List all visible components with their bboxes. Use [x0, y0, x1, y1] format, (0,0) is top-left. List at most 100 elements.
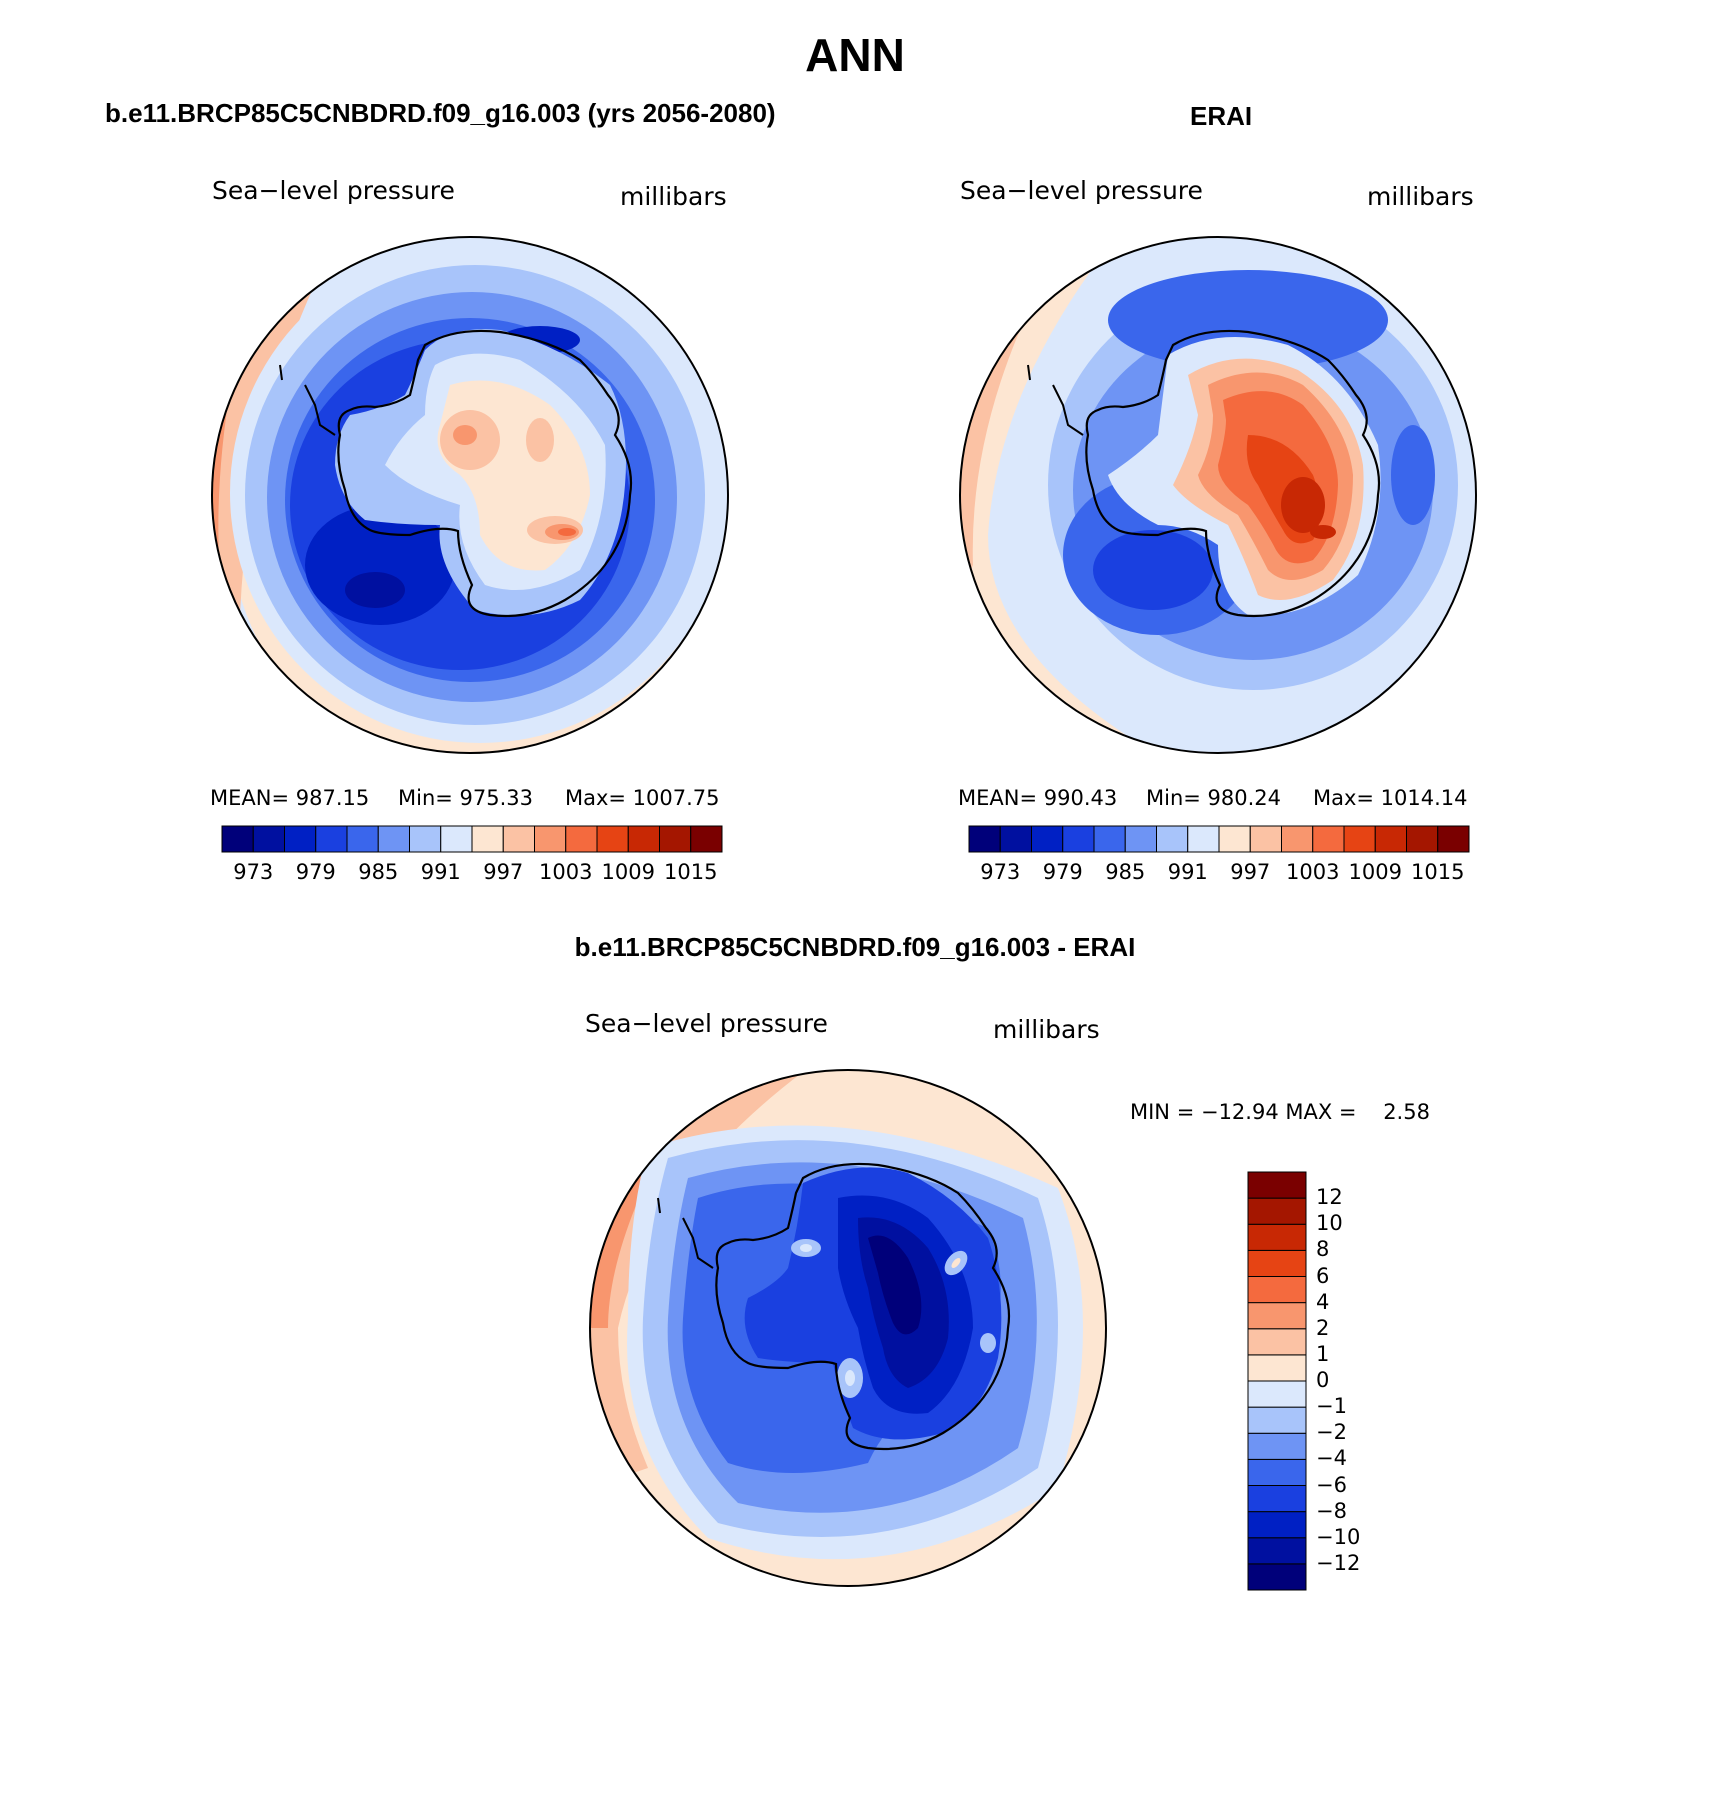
colorbar-tick-label: 1015 [1411, 860, 1465, 884]
colorbar-tick-label: 1015 [664, 860, 718, 884]
colorbar-tick-label: 0 [1316, 1368, 1330, 1392]
colorbar-swatch [1281, 825, 1314, 853]
colorbar-tick-label: 973 [980, 860, 1021, 884]
colorbar-swatch [346, 825, 379, 853]
colorbar-swatch [1247, 1302, 1307, 1330]
colorbar-swatch [1093, 825, 1126, 853]
panel3-min-max: MIN = −12.94 MAX = 2.58 [1130, 1100, 1430, 1124]
panel1-units-label: millibars [620, 182, 727, 211]
panel3-units-label: millibars [993, 1015, 1100, 1044]
colorbar-swatch [1247, 1563, 1307, 1591]
panel2-mean: MEAN= 990.43 [958, 786, 1118, 810]
panel3-title: b.e11.BRCP85C5CNBDRD.f09_g16.003 - ERAI [574, 932, 1136, 962]
colorbar-swatch [999, 825, 1032, 853]
colorbar-tick-label: 1003 [1286, 860, 1340, 884]
colorbar-tick-label: 979 [295, 860, 336, 884]
panel2-polar-map [959, 236, 1477, 754]
colorbar-swatch [1247, 1432, 1307, 1460]
panel1-min: Min= 975.33 [398, 786, 534, 810]
colorbar-swatch [1156, 825, 1189, 853]
colorbar-tick-label: 2 [1316, 1315, 1330, 1340]
panel3-polar-map [589, 1069, 1107, 1587]
panel2-variable-label: Sea−level pressure [960, 176, 1203, 205]
panel2-colorbar-ticks: 973 979 985 991 997 1003 1009 1015 [969, 860, 1469, 890]
panel3-colorbar-ticks: 12 10 8 6 4 2 1 0 −1 −2 −4 −6 −8 −10 −12 [1316, 1172, 1396, 1590]
colorbar-tick-label: −6 [1316, 1472, 1347, 1497]
colorbar-tick-label: 10 [1316, 1211, 1343, 1236]
colorbar-tick-label: −10 [1316, 1524, 1361, 1549]
colorbar-tick-label: 8 [1316, 1237, 1330, 1262]
colorbar-swatch [1062, 825, 1095, 853]
panel1-variable-label: Sea−level pressure [212, 176, 455, 205]
panel3-colorbar [1247, 1171, 1307, 1591]
colorbar-swatch [284, 825, 317, 853]
colorbar-swatch [1247, 1249, 1307, 1277]
panel2-max: Max= 1014.14 [1313, 786, 1468, 810]
colorbar-swatch [534, 825, 567, 853]
colorbar-swatch [502, 825, 535, 853]
colorbar-swatch [315, 825, 348, 853]
colorbar-tick-label: 4 [1316, 1289, 1330, 1314]
colorbar-tick-label: −2 [1316, 1420, 1347, 1445]
colorbar-swatch [1247, 1511, 1307, 1539]
main-title: ANN [805, 29, 905, 81]
colorbar-tick-label: −4 [1316, 1446, 1347, 1471]
colorbar-swatch [1247, 1537, 1307, 1565]
panel2-units-label: millibars [1367, 182, 1474, 211]
colorbar-swatch [1247, 1458, 1307, 1486]
panel3-variable-label: Sea−level pressure [585, 1009, 828, 1038]
colorbar-tick-label: −8 [1316, 1498, 1347, 1523]
colorbar-swatch [1343, 825, 1376, 853]
colorbar-swatch [1247, 1485, 1307, 1513]
panel1-max: Max= 1007.75 [565, 786, 720, 810]
colorbar-swatch [1247, 1328, 1307, 1356]
panel1-colorbar-ticks: 973 979 985 991 997 1003 1009 1015 [222, 860, 722, 890]
colorbar-tick-label: 1009 [601, 860, 655, 884]
colorbar-swatch [1247, 1406, 1307, 1434]
colorbar-swatch [221, 825, 254, 853]
colorbar-tick-label: 991 [1167, 860, 1208, 884]
panel2-min: Min= 980.24 [1146, 786, 1282, 810]
panel1-title: b.e11.BRCP85C5CNBDRD.f09_g16.003 (yrs 20… [105, 98, 776, 128]
colorbar-swatch [565, 825, 598, 853]
colorbar-swatch [596, 825, 629, 853]
colorbar-swatch [1312, 825, 1345, 853]
panel2-title: ERAI [1190, 101, 1253, 131]
colorbar-swatch [1249, 825, 1282, 853]
colorbar-tick-label: 1003 [539, 860, 593, 884]
colorbar-swatch [409, 825, 442, 853]
colorbar-swatch [252, 825, 285, 853]
colorbar-swatch [1437, 825, 1470, 853]
colorbar-tick-label: 6 [1316, 1263, 1330, 1288]
panel2-colorbar [968, 825, 1470, 853]
colorbar-swatch [1247, 1223, 1307, 1251]
colorbar-tick-label: 991 [420, 860, 461, 884]
colorbar-tick-label: 979 [1042, 860, 1083, 884]
colorbar-tick-label: 973 [233, 860, 274, 884]
colorbar-swatch [1247, 1197, 1307, 1225]
colorbar-swatch [1247, 1380, 1307, 1408]
colorbar-swatch [659, 825, 692, 853]
colorbar-tick-label: 1009 [1348, 860, 1402, 884]
colorbar-swatch [1247, 1276, 1307, 1304]
colorbar-tick-label: 12 [1316, 1185, 1343, 1210]
colorbar-tick-label: 985 [358, 860, 399, 884]
colorbar-swatch [968, 825, 1001, 853]
colorbar-tick-label: 997 [483, 860, 524, 884]
colorbar-tick-label: −1 [1316, 1394, 1347, 1419]
panel1-colorbar [221, 825, 723, 853]
colorbar-swatch [1218, 825, 1251, 853]
colorbar-swatch [1247, 1171, 1307, 1199]
colorbar-tick-label: 985 [1105, 860, 1146, 884]
colorbar-swatch [1124, 825, 1157, 853]
colorbar-swatch [1406, 825, 1439, 853]
colorbar-swatch [1187, 825, 1220, 853]
colorbar-swatch [1374, 825, 1407, 853]
colorbar-swatch [1247, 1354, 1307, 1382]
colorbar-tick-label: 1 [1316, 1341, 1330, 1366]
colorbar-swatch [471, 825, 504, 853]
panel1-mean: MEAN= 987.15 [210, 786, 370, 810]
colorbar-swatch [377, 825, 410, 853]
colorbar-tick-label: −12 [1316, 1550, 1361, 1575]
colorbar-swatch [440, 825, 473, 853]
